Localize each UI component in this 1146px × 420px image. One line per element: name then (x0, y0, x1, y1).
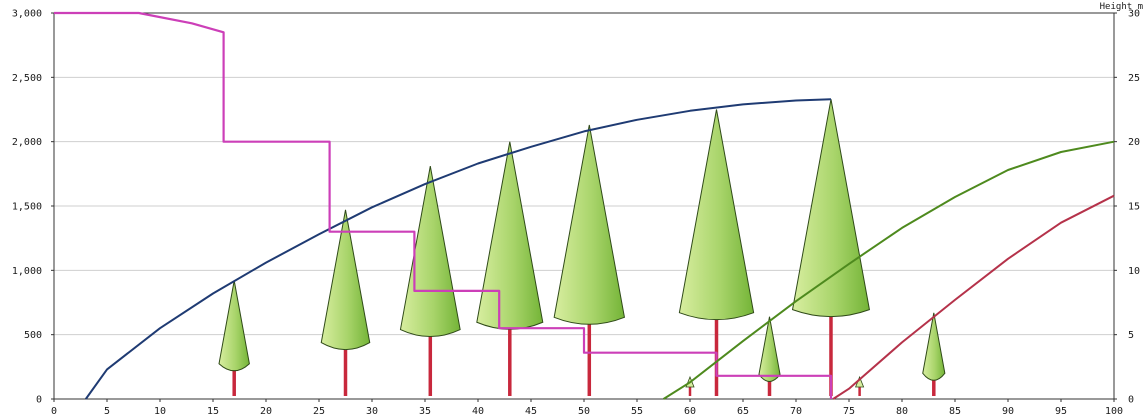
y-right-tick-label: 15 (1128, 202, 1140, 213)
tree-crown (758, 316, 781, 382)
x-tick-label: 80 (896, 406, 908, 417)
y-right-tick-label: 5 (1128, 330, 1134, 341)
x-tick-label: 45 (525, 406, 537, 417)
y-left-tick-label: 0 (36, 395, 42, 406)
y-left-tick-label: 3,000 (12, 9, 42, 20)
x-tick-label: 20 (260, 406, 272, 417)
x-tick-label: 65 (737, 406, 749, 417)
x-tick-label: 85 (949, 406, 961, 417)
x-tick-label: 100 (1105, 406, 1123, 417)
y-left-tick-label: 1,500 (12, 202, 42, 213)
x-tick-label: 10 (154, 406, 166, 417)
y-right-tick-label: 10 (1128, 266, 1140, 277)
tree-crown (218, 280, 250, 372)
series-line (54, 11, 833, 399)
y-right-tick-label: 0 (1128, 395, 1134, 406)
trees (218, 99, 946, 396)
series-line (84, 98, 832, 400)
x-tick-label: 35 (419, 406, 431, 417)
y-left-tick-label: 1,000 (12, 266, 42, 277)
y-right-tick-label: 25 (1128, 73, 1140, 84)
tree-crown (399, 166, 461, 338)
x-tick-label: 90 (1002, 406, 1014, 417)
x-tick-label: 95 (1055, 406, 1067, 417)
x-tick-label: 0 (51, 406, 57, 417)
right-axis-unit-label: Height m (1100, 2, 1143, 12)
y-left-tick-label: 2,500 (12, 73, 42, 84)
x-tick-label: 40 (472, 406, 484, 417)
x-tick-label: 5 (104, 406, 110, 417)
x-tick-label: 55 (631, 406, 643, 417)
series (54, 11, 1115, 400)
tree-crown (476, 141, 544, 330)
tree-crown (922, 312, 946, 381)
x-tick-label: 25 (313, 406, 325, 417)
tree-crown (553, 124, 626, 325)
y-left-tick-label: 500 (24, 330, 42, 341)
axes (51, 12, 1117, 402)
series-line (662, 140, 1115, 400)
series-line (832, 194, 1115, 400)
y-right-tick-label: 20 (1128, 137, 1140, 148)
tree-crown (678, 109, 755, 321)
x-tick-label: 75 (843, 406, 855, 417)
x-tick-label: 30 (366, 406, 378, 417)
x-tick-label: 15 (207, 406, 219, 417)
x-tick-label: 70 (790, 406, 802, 417)
tree-crown (791, 99, 870, 318)
tree-crown (320, 209, 371, 351)
y-right-tick-label: 30 (1128, 9, 1140, 20)
x-tick-label: 60 (684, 406, 696, 417)
x-tick-label: 50 (578, 406, 590, 417)
y-left-tick-label: 2,000 (12, 137, 42, 148)
